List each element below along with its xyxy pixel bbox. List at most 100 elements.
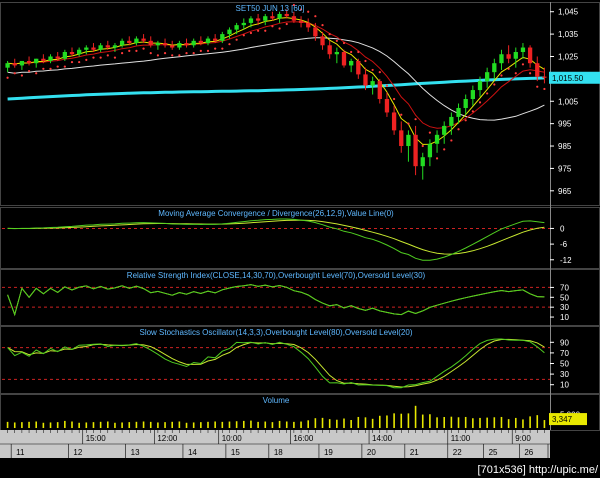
last-price-tag-bg <box>549 71 600 84</box>
sar-dot <box>299 8 303 11</box>
volume-bar <box>99 421 102 428</box>
sar-dot <box>464 119 467 122</box>
candle-body <box>77 49 82 55</box>
sar-dot <box>235 38 238 41</box>
volume-bar <box>314 418 317 428</box>
sar-dot <box>85 58 88 61</box>
candle-body <box>527 47 533 64</box>
ema-yellow-line <box>7 17 545 145</box>
candle-body <box>420 157 425 167</box>
candle-body <box>284 13 289 17</box>
volume-bar <box>450 416 453 428</box>
time-label: 16:00 <box>293 434 314 443</box>
volume-bar <box>257 421 259 428</box>
date-label: 12 <box>73 448 82 457</box>
sar-dot <box>385 84 389 87</box>
sar-dot <box>507 67 510 70</box>
time-label: 12:00 <box>157 434 178 443</box>
volume-bar <box>192 422 195 428</box>
date-label: 25 <box>489 448 498 457</box>
sar-dot <box>457 128 460 131</box>
candle-body <box>41 58 46 61</box>
candle-body <box>98 45 103 50</box>
price-panel[interactable]: 1,0451,0351,0251,0151,0059959859759651,0… <box>5 3 600 196</box>
candle-body <box>391 112 397 131</box>
volume-bar <box>364 417 367 428</box>
candle-body <box>227 29 232 35</box>
volume-bar <box>507 419 510 428</box>
volume-bar <box>149 421 152 428</box>
rsi-signal-line <box>7 284 545 317</box>
vol-frame <box>0 394 600 431</box>
sar-dot <box>242 34 245 37</box>
sar-dot <box>278 27 281 30</box>
volume-panel[interactable]: 5,0003,347 <box>6 405 587 428</box>
price-tick-label: 1,025 <box>558 52 579 61</box>
volume-bar <box>307 420 310 428</box>
volume-bar <box>49 422 52 428</box>
candle-body <box>91 47 96 50</box>
candle-body <box>384 99 390 113</box>
candle-body <box>506 54 511 59</box>
volume-bar <box>472 418 474 428</box>
rsi-main-line <box>7 284 545 317</box>
date-label: 11 <box>16 448 25 457</box>
candle-body <box>62 52 67 59</box>
sar-dot <box>42 67 45 70</box>
date-label: 14 <box>188 448 197 457</box>
volume-bar <box>92 422 95 428</box>
stoch-tick-label: 50 <box>560 360 569 369</box>
volume-bar <box>522 419 524 428</box>
volume-bar <box>200 422 202 428</box>
macd-tick-label: 0 <box>560 224 565 233</box>
sar-dot <box>214 47 217 50</box>
price-tick-label: 975 <box>558 164 572 173</box>
price-tick-label: 1,045 <box>558 8 579 17</box>
sar-dot <box>486 92 489 95</box>
sar-dot <box>328 33 331 36</box>
candle-body <box>191 40 196 46</box>
volume-bar <box>250 420 252 428</box>
candle-body <box>141 38 146 41</box>
candle-body <box>213 38 218 41</box>
volume-bar <box>457 417 460 428</box>
candle-body <box>263 16 268 21</box>
volume-bar <box>479 417 481 428</box>
volume-bar <box>493 417 496 428</box>
sar-dot <box>199 49 202 52</box>
sar-dot <box>400 113 403 116</box>
time-label: 10:00 <box>222 434 243 443</box>
sar-dot <box>264 29 267 32</box>
price-frame <box>0 2 600 206</box>
candle-body <box>470 90 475 100</box>
sar-dot <box>407 122 410 125</box>
sar-dot <box>350 50 353 54</box>
candle-body <box>155 43 161 46</box>
candle-body <box>499 54 504 64</box>
volume-bar <box>135 421 138 428</box>
candle-body <box>363 74 368 86</box>
sar-dot <box>314 15 317 18</box>
volume-bar <box>336 419 338 428</box>
candle-body <box>255 18 261 21</box>
volume-bar <box>21 422 23 428</box>
candle-body <box>456 107 461 117</box>
candle-body <box>349 60 354 66</box>
candle-body <box>341 52 347 66</box>
sar-dot <box>142 47 145 50</box>
sar-dot <box>78 60 81 64</box>
sar-dot <box>378 71 381 74</box>
macd-panel[interactable]: 0 -6 -12 <box>2 218 572 265</box>
candle-body <box>485 72 490 82</box>
sar-dot <box>478 101 482 104</box>
volume-bar <box>500 416 503 428</box>
candle-body <box>520 47 526 53</box>
volume-bar <box>293 421 295 428</box>
sar-dot <box>342 41 346 45</box>
candle-body <box>399 130 404 147</box>
volume-bar <box>393 413 395 428</box>
candle-body <box>477 81 483 91</box>
time-axis: 15:00 12:00 10:00 16:00 14:00 11:00 9:00 11 12 13… <box>0 430 562 458</box>
